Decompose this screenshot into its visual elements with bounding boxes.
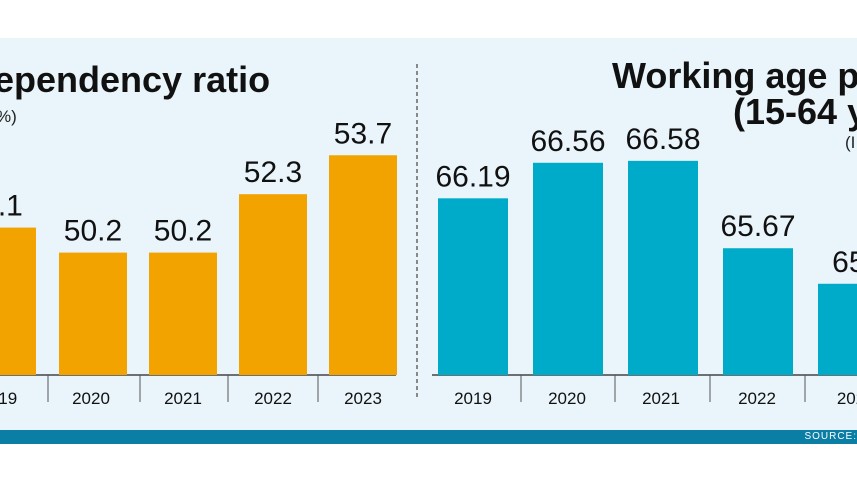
left-tick-label-4: 2023 [344, 389, 382, 408]
left-tick-label-1: 2020 [72, 389, 110, 408]
right-chart-title-line2: (15-64 yea [733, 91, 857, 132]
infographic-panel: ependency ratio %) 1.1 50.2 50.2 52.3 53.7 0… [0, 38, 857, 430]
right-value-label-0: 66.19 [435, 160, 510, 193]
left-value-label-0: 1.1 [0, 190, 23, 223]
left-chart-unit: %) [0, 107, 17, 126]
right-chart-title: Working age populati [612, 55, 857, 96]
left-value-label-2: 50.2 [154, 215, 212, 248]
right-chart-unit: (I [845, 133, 855, 152]
source-label: SOURCE: [804, 431, 857, 442]
right-tick-label-1: 2020 [548, 389, 586, 408]
right-value-label-1: 66.56 [530, 125, 605, 158]
left-tick-label-0: 019 [0, 389, 17, 408]
left-chart-title: ependency ratio [0, 59, 270, 100]
left-value-label-1: 50.2 [64, 215, 122, 248]
bar-charts: ependency ratio %) 1.1 50.2 50.2 52.3 53.7 0… [0, 55, 857, 408]
right-tick-label-0: 2019 [454, 389, 492, 408]
right-value-label-3: 65.67 [720, 210, 795, 243]
dependency-ratio-chart: ependency ratio %) 1.1 50.2 50.2 52.3 53.7 0… [0, 59, 397, 408]
left-tick-label-3: 2022 [254, 389, 292, 408]
right-bar-2 [628, 160, 698, 375]
left-bar-4 [329, 155, 397, 375]
left-bar-2 [149, 252, 217, 375]
right-bar-0 [438, 198, 508, 375]
right-bar-3 [723, 248, 793, 375]
left-bar-3 [239, 194, 307, 375]
right-tick-label-3: 2022 [738, 389, 776, 408]
left-value-label-3: 52.3 [244, 156, 302, 189]
left-tick-label-2: 2021 [164, 389, 202, 408]
right-bar-4 [818, 283, 857, 375]
working-age-population-chart: Working age populati (15-64 yea (I 66.19… [432, 55, 857, 408]
right-value-label-4: 65. [832, 246, 857, 279]
right-value-label-2: 66.58 [625, 123, 700, 156]
left-bar-0 [0, 227, 36, 375]
right-tick-label-2: 2021 [642, 389, 680, 408]
right-tick-label-4: 202 [837, 389, 857, 408]
footer-band [0, 430, 857, 444]
right-bar-1 [533, 162, 603, 375]
left-value-label-4: 53.7 [334, 117, 392, 150]
left-bar-1 [59, 252, 127, 375]
